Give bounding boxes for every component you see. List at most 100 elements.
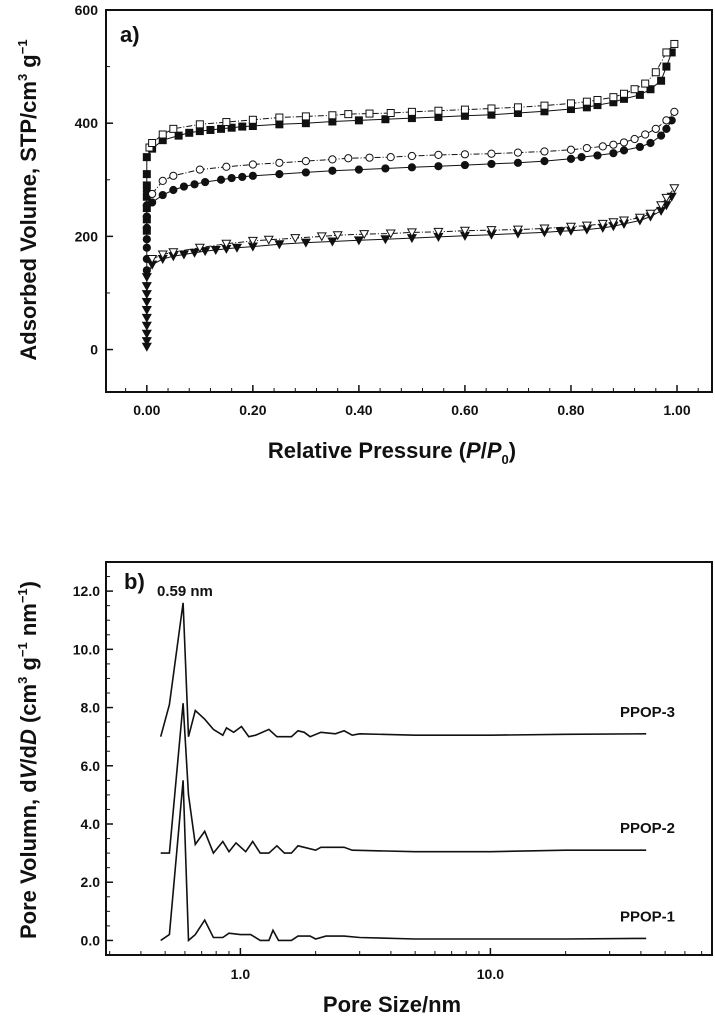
- triangle-marker: [406, 228, 417, 238]
- circle-marker: [566, 145, 576, 154]
- square-marker: [381, 115, 390, 124]
- triangle-marker: [661, 193, 672, 203]
- axis-ticks-b: 1.0 10.0 0.0 2.0 4.0 6.0 8.0 10.0 12.0: [73, 576, 703, 982]
- triangle-desorption-line: [151, 187, 675, 260]
- circle-marker: [657, 131, 666, 140]
- circle-marker: [609, 140, 618, 149]
- triangle-marker: [385, 229, 396, 239]
- square-marker: [434, 106, 443, 115]
- square-marker: [630, 85, 639, 94]
- circle-marker: [328, 155, 337, 164]
- circle-marker: [513, 158, 523, 167]
- square-marker: [169, 124, 178, 133]
- circle-marker: [344, 154, 353, 163]
- panel-label-a: a): [120, 22, 140, 47]
- square-marker: [487, 104, 496, 113]
- square-marker: [195, 127, 204, 136]
- circle-marker: [641, 130, 650, 139]
- circle-marker: [148, 189, 157, 199]
- triangle-marker: [189, 248, 200, 258]
- square-marker: [217, 124, 226, 133]
- circle-marker: [619, 138, 629, 147]
- x-tick-label-a: 0.20: [239, 402, 266, 418]
- triangle-marker: [486, 226, 497, 236]
- square-desorption-series: [145, 39, 679, 152]
- square-marker: [174, 131, 183, 140]
- y-tick-label-b: 8.0: [81, 700, 101, 716]
- circle-marker: [487, 159, 496, 169]
- circle-marker: [386, 153, 395, 162]
- triangle-marker: [608, 218, 619, 228]
- square-marker: [328, 111, 337, 120]
- triangle-marker: [141, 298, 152, 308]
- circle-marker: [577, 153, 586, 162]
- triangle-marker: [539, 224, 550, 234]
- circle-marker: [179, 182, 189, 191]
- circle-marker: [670, 107, 679, 116]
- triangle-adsorption-series: [141, 192, 677, 352]
- square-marker: [662, 62, 671, 71]
- square-marker: [238, 122, 247, 131]
- circle-marker: [434, 162, 443, 171]
- ppop-3-line: [159, 602, 647, 738]
- triangle-marker: [147, 255, 158, 265]
- triangle-marker: [141, 290, 152, 300]
- circle-marker: [195, 165, 204, 174]
- circle-marker: [169, 185, 178, 195]
- square-marker: [275, 120, 284, 129]
- circle-marker: [238, 172, 247, 182]
- circle-marker: [248, 160, 257, 169]
- circle-marker: [142, 235, 151, 244]
- square-marker: [670, 39, 679, 48]
- square-marker: [275, 113, 284, 122]
- square-marker: [619, 89, 628, 98]
- square-marker: [354, 116, 363, 125]
- y-tick-label-b: 2.0: [81, 874, 101, 890]
- square-marker: [386, 108, 395, 117]
- circle-marker: [201, 177, 210, 187]
- circle-marker: [646, 138, 655, 148]
- circle-marker: [593, 151, 602, 160]
- y-tick-label-b: 6.0: [81, 758, 101, 774]
- triangle-marker: [597, 219, 608, 229]
- panel-a-isotherm-chart: 0.00 0.20 0.40 0.60 0.80 1.00 0 200 400 600 a) Re…: [15, 2, 713, 467]
- triangle-marker: [645, 209, 656, 219]
- triangle-marker: [669, 184, 680, 194]
- y-tick-label-a: 200: [75, 228, 99, 244]
- circle-marker: [227, 173, 236, 183]
- plot-frame-b: [105, 561, 713, 956]
- series-a: [141, 39, 680, 352]
- triangle-marker: [141, 305, 152, 315]
- y-tick-label-b: 10.0: [73, 641, 100, 657]
- circle-marker: [540, 147, 549, 156]
- square-marker: [142, 153, 151, 162]
- circle-marker: [381, 164, 390, 173]
- circle-marker: [328, 166, 337, 175]
- triangle-marker: [231, 243, 243, 253]
- triangle-marker: [300, 238, 311, 248]
- square-marker: [227, 123, 236, 132]
- circle-desorption-series: [148, 107, 679, 199]
- triangle-marker: [210, 245, 221, 255]
- circle-marker: [190, 180, 199, 189]
- circle-marker: [662, 124, 671, 133]
- square-desorption-line: [149, 43, 675, 148]
- y-tick-label-a: 400: [75, 115, 99, 131]
- square-marker: [513, 103, 522, 112]
- circle-marker: [540, 157, 549, 166]
- square-marker: [301, 119, 310, 128]
- square-marker: [662, 48, 671, 57]
- y-tick-label-a: 0: [90, 342, 98, 358]
- square-marker: [206, 125, 215, 134]
- triangle-marker: [459, 226, 470, 236]
- x-tick-label-b: 10.0: [477, 966, 504, 982]
- circle-marker: [487, 149, 496, 158]
- square-marker: [609, 93, 618, 102]
- triangle-marker: [221, 239, 232, 249]
- triangle-marker: [141, 321, 152, 331]
- triangle-marker: [157, 250, 168, 260]
- ppop-1-label: PPOP-1: [620, 908, 675, 925]
- triangle-marker: [178, 250, 189, 260]
- ppop-1-line: [160, 780, 647, 943]
